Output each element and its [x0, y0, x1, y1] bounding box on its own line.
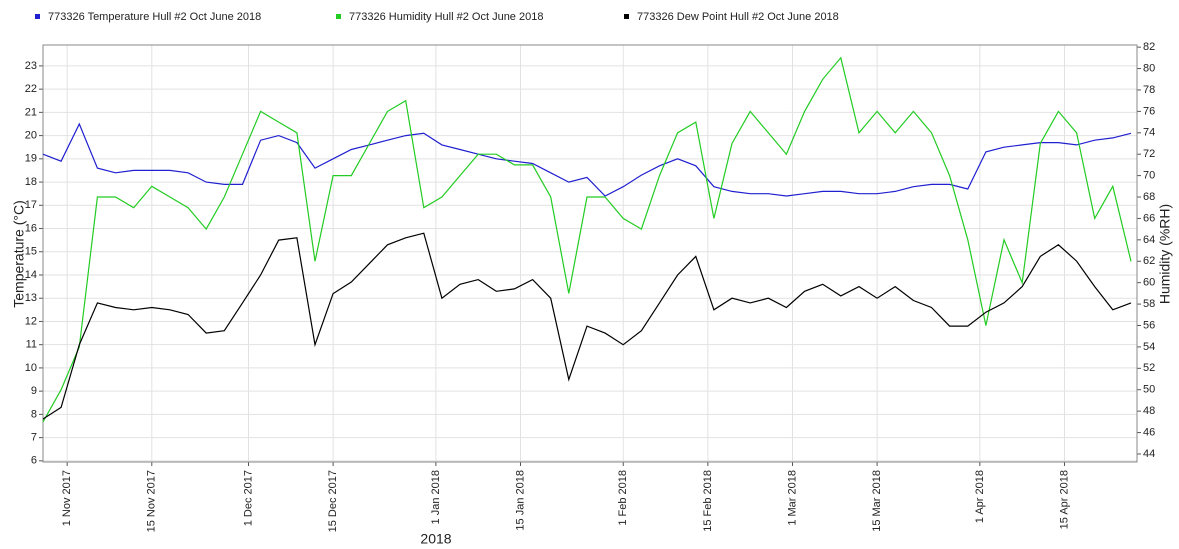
y2-tick-label: 80: [1143, 62, 1155, 74]
y-tick-label: 11: [26, 339, 37, 351]
legend-label: 773326 Temperature Hull #2 Oct June 2018: [48, 11, 261, 23]
y-tick-label: 7: [31, 432, 37, 444]
y2-tick-label: 66: [1143, 212, 1155, 224]
x-tick-label: 15 Dec 2017: [327, 470, 339, 532]
y2-tick-label: 64: [1143, 234, 1155, 246]
y-tick-label: 23: [25, 60, 37, 72]
y-tick-label: 12: [25, 315, 37, 327]
y2-tick-label: 82: [1143, 41, 1155, 53]
y2-tick-label: 50: [1143, 384, 1155, 396]
y2-tick-label: 46: [1143, 426, 1155, 438]
y2-tick-label: 58: [1143, 298, 1155, 310]
x-tick-label: 15 Nov 2017: [146, 470, 158, 532]
legend-label: 773326 Humidity Hull #2 Oct June 2018: [349, 11, 543, 23]
x-tick-label: 15 Jan 2018: [514, 470, 526, 531]
y2-tick-label: 56: [1143, 319, 1155, 331]
y2-tick-label: 78: [1143, 84, 1155, 96]
x-tick-label: 1 Dec 2017: [242, 470, 254, 526]
y2-tick-label: 70: [1143, 170, 1155, 182]
y2-tick-label: 44: [1143, 448, 1155, 460]
legend-label: 773326 Dew Point Hull #2 Oct June 2018: [637, 11, 839, 23]
legend-swatch: [35, 14, 40, 19]
series-line: [42, 122, 1132, 197]
legend-swatch: [336, 14, 341, 19]
x-tick-label: 15 Apr 2018: [1058, 470, 1070, 529]
x-tick-label: 1 Feb 2018: [617, 470, 629, 526]
y-tick-label: 16: [25, 222, 37, 234]
y-tick-label: 8: [31, 408, 37, 420]
y2-tick-label: 54: [1143, 341, 1155, 353]
y-tick-label: 17: [25, 199, 37, 211]
x-tick-label: 15 Mar 2018: [871, 470, 883, 532]
x-tick-label: 1 Apr 2018: [974, 470, 986, 523]
x-tick-label: 1 Jan 2018: [430, 470, 442, 524]
y-tick-label: 20: [25, 130, 37, 142]
x-tick-label: 1 Nov 2017: [61, 470, 73, 526]
y2-axis-title: Humidity (%RH): [1157, 204, 1173, 304]
y2-tick-label: 48: [1143, 405, 1155, 417]
x-axis-title: 2018: [420, 531, 451, 547]
y2-tick-label: 76: [1143, 105, 1155, 117]
y-tick-label: 18: [25, 176, 37, 188]
y2-tick-label: 62: [1143, 255, 1155, 267]
y-tick-label: 13: [25, 292, 37, 304]
x-tick-label: 1 Mar 2018: [786, 470, 798, 526]
y2-tick-label: 52: [1143, 362, 1155, 374]
y-tick-label: 15: [25, 246, 37, 258]
series-line: [42, 232, 1132, 420]
y-tick-label: 14: [25, 269, 37, 281]
y-tick-label: 19: [25, 153, 37, 165]
legend-swatch: [624, 14, 629, 19]
x-tick-label: 15 Feb 2018: [702, 470, 714, 532]
series-line: [42, 56, 1132, 423]
y2-tick-label: 74: [1143, 127, 1155, 139]
y-tick-label: 21: [25, 106, 37, 118]
y2-tick-label: 68: [1143, 191, 1155, 203]
y-tick-label: 9: [31, 385, 37, 397]
y-tick-label: 6: [31, 455, 37, 467]
plot-frame: [42, 44, 1138, 463]
y2-tick-label: 72: [1143, 148, 1155, 160]
y-tick-label: 22: [25, 83, 37, 95]
y2-tick-label: 60: [1143, 277, 1155, 289]
y-axis-title: Temperature (°C): [11, 200, 27, 308]
y-tick-label: 10: [25, 362, 37, 374]
